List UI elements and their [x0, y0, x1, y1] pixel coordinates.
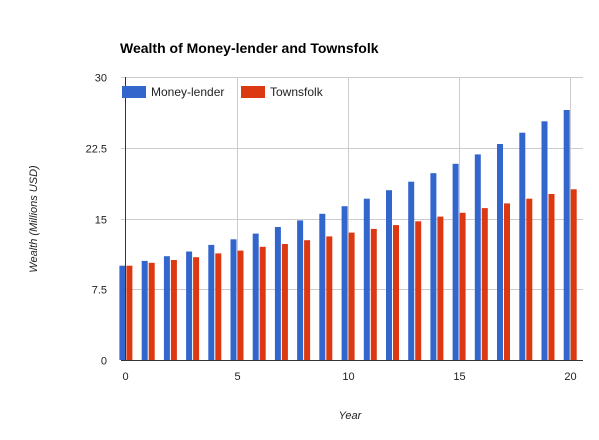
bar-money-lender	[230, 239, 237, 360]
bar-townsfolk	[304, 240, 311, 360]
bar-townsfolk	[281, 244, 288, 360]
legend[interactable]: Money-lender Townsfolk	[122, 85, 324, 99]
bar-money-lender	[474, 154, 481, 360]
x-tick-label: 20	[564, 371, 576, 383]
bar-money-lender	[119, 265, 126, 360]
bar-townsfolk	[437, 216, 444, 360]
x-axis-label: Year	[339, 410, 363, 422]
bar-townsfolk	[570, 189, 577, 360]
x-tick-label: 0	[122, 371, 128, 383]
bar-townsfolk	[148, 262, 155, 360]
legend-swatch	[241, 86, 265, 98]
bar-money-lender	[386, 190, 392, 360]
axes	[121, 77, 583, 361]
bar-townsfolk	[215, 253, 222, 360]
tick-labels: 0 7.5 15 22.5 30 0 5 10 15 20	[86, 73, 577, 384]
bar-money-lender	[452, 163, 459, 360]
y-tick-label: 30	[95, 73, 107, 85]
bar-townsfolk	[259, 246, 266, 360]
bar-money-lender	[541, 121, 548, 360]
legend-swatch	[122, 86, 146, 98]
bar-townsfolk	[348, 232, 355, 360]
bar-money-lender	[563, 110, 570, 360]
bar-money-lender	[208, 244, 215, 360]
bar-townsfolk	[393, 225, 399, 360]
legend-label: Townsfolk	[270, 85, 324, 99]
bar-money-lender	[363, 198, 370, 360]
bar-money-lender	[297, 220, 304, 360]
bar-townsfolk	[237, 250, 244, 360]
bar-money-lender	[519, 132, 526, 360]
bar-townsfolk	[326, 236, 333, 360]
bar-townsfolk	[370, 228, 377, 360]
bar-townsfolk	[170, 260, 177, 360]
bar-townsfolk	[481, 208, 488, 360]
chart-title: Wealth of Money-lender and Townsfolk	[120, 40, 379, 56]
y-tick-label: 15	[95, 215, 107, 227]
y-tick-label: 7.5	[92, 285, 107, 297]
bars	[119, 110, 577, 360]
y-tick-label: 0	[101, 356, 107, 368]
bar-money-lender	[497, 144, 503, 360]
bar-money-lender	[274, 227, 281, 360]
x-tick-label: 15	[453, 371, 465, 383]
bar-townsfolk	[415, 221, 422, 360]
bar-townsfolk	[459, 212, 466, 360]
bar-money-lender	[163, 256, 170, 360]
bar-townsfolk	[504, 203, 510, 360]
bar-money-lender	[430, 173, 437, 360]
bar-money-lender	[408, 181, 415, 360]
legend-label: Money-lender	[151, 85, 224, 99]
bar-money-lender	[319, 213, 326, 360]
x-tick-label: 10	[342, 371, 354, 383]
y-tick-label: 22.5	[86, 144, 107, 156]
x-tick-label: 5	[234, 371, 240, 383]
bar-townsfolk	[548, 194, 555, 360]
bar-money-lender	[341, 206, 348, 360]
bar-money-lender	[141, 260, 148, 360]
y-axis-label: Wealth (Millions USD)	[28, 165, 40, 273]
bar-money-lender	[252, 233, 259, 360]
bar-townsfolk	[193, 257, 200, 360]
bar-townsfolk	[526, 198, 533, 360]
bar-money-lender	[186, 251, 193, 360]
bar-townsfolk	[126, 265, 133, 360]
